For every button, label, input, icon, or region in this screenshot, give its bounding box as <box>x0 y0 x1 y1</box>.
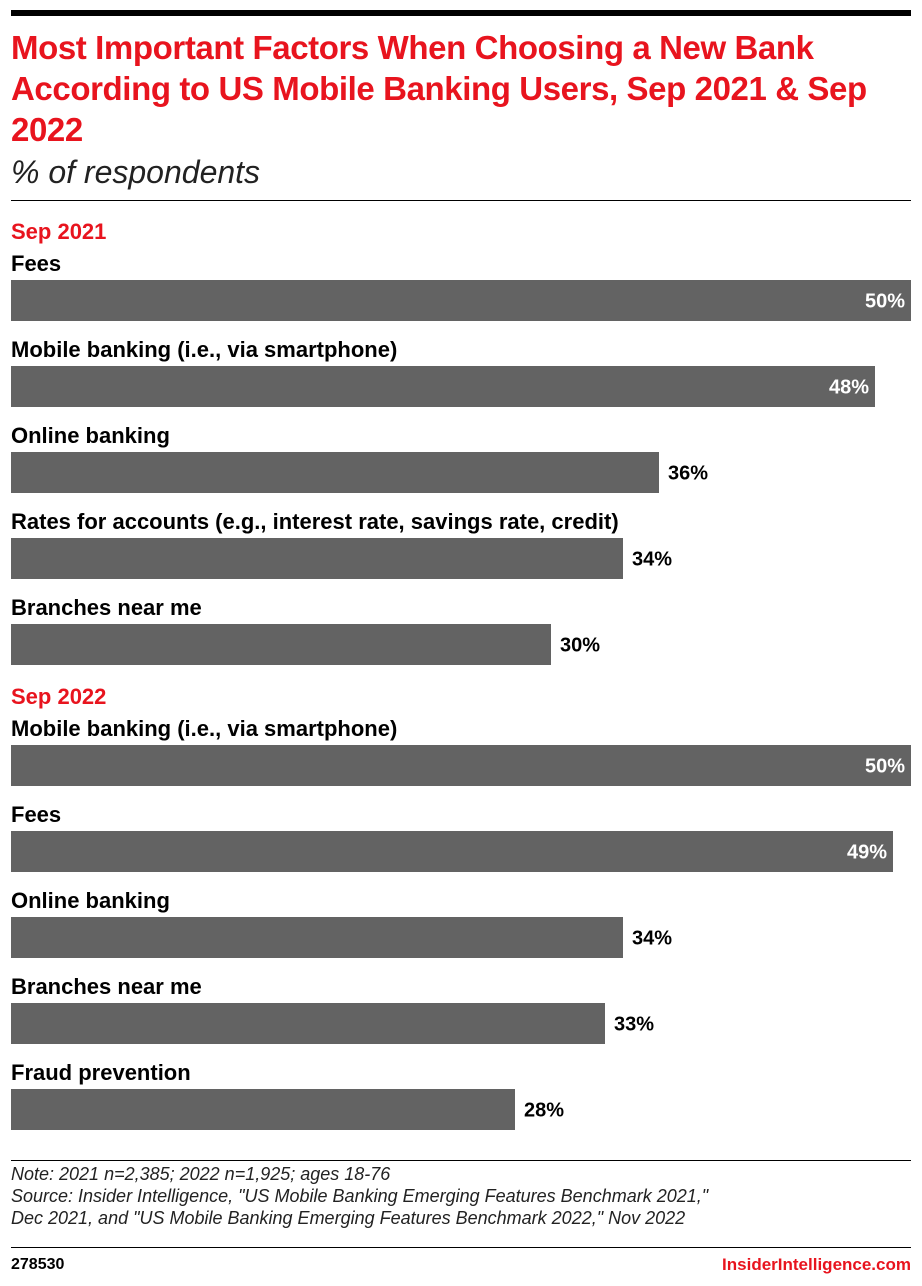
bar <box>11 538 623 579</box>
header-divider <box>11 200 911 201</box>
bar <box>11 366 875 407</box>
value-label: 50% <box>865 756 905 778</box>
category-label: Mobile banking (i.e., via smartphone) <box>11 716 397 741</box>
bar <box>11 1003 605 1044</box>
value-label: 34% <box>632 928 672 950</box>
value-label: 36% <box>668 463 708 485</box>
bar <box>11 624 551 665</box>
brand-logo-text: InsiderIntelligence.com <box>722 1255 911 1274</box>
chart-title: Most Important Factors When Choosing a N… <box>11 29 867 148</box>
top-rule <box>11 10 911 16</box>
chart-id: 278530 <box>11 1256 65 1273</box>
value-label: 28% <box>524 1100 564 1122</box>
bar <box>11 280 911 321</box>
section-title: Sep 2022 <box>11 684 106 709</box>
source-line-2: Dec 2021, and "US Mobile Banking Emergin… <box>11 1208 686 1228</box>
value-label: 48% <box>829 377 869 399</box>
category-label: Fees <box>11 802 61 827</box>
note-text: Note: 2021 n=2,385; 2022 n=1,925; ages 1… <box>11 1164 391 1184</box>
category-label: Branches near me <box>11 595 202 620</box>
value-label: 33% <box>614 1014 654 1036</box>
category-label: Online banking <box>11 423 170 448</box>
category-label: Online banking <box>11 888 170 913</box>
bar <box>11 745 911 786</box>
category-label: Fees <box>11 251 61 276</box>
footer-divider <box>11 1160 911 1161</box>
category-label: Rates for accounts (e.g., interest rate,… <box>11 509 619 534</box>
value-label: 30% <box>560 635 600 657</box>
category-label: Fraud prevention <box>11 1060 191 1085</box>
bar <box>11 1089 515 1130</box>
bottom-divider <box>11 1247 911 1248</box>
value-label: 50% <box>865 291 905 313</box>
category-label: Mobile banking (i.e., via smartphone) <box>11 337 397 362</box>
bar <box>11 917 623 958</box>
bar <box>11 831 893 872</box>
value-label: 49% <box>847 842 887 864</box>
source-line-1: Source: Insider Intelligence, "US Mobile… <box>11 1186 709 1206</box>
section-title: Sep 2021 <box>11 219 106 244</box>
category-label: Branches near me <box>11 974 202 999</box>
value-label: 34% <box>632 549 672 571</box>
chart-subtitle: % of respondents <box>11 154 261 190</box>
chart-notes: Note: 2021 n=2,385; 2022 n=1,925; ages 1… <box>11 1163 911 1229</box>
bar <box>11 452 659 493</box>
